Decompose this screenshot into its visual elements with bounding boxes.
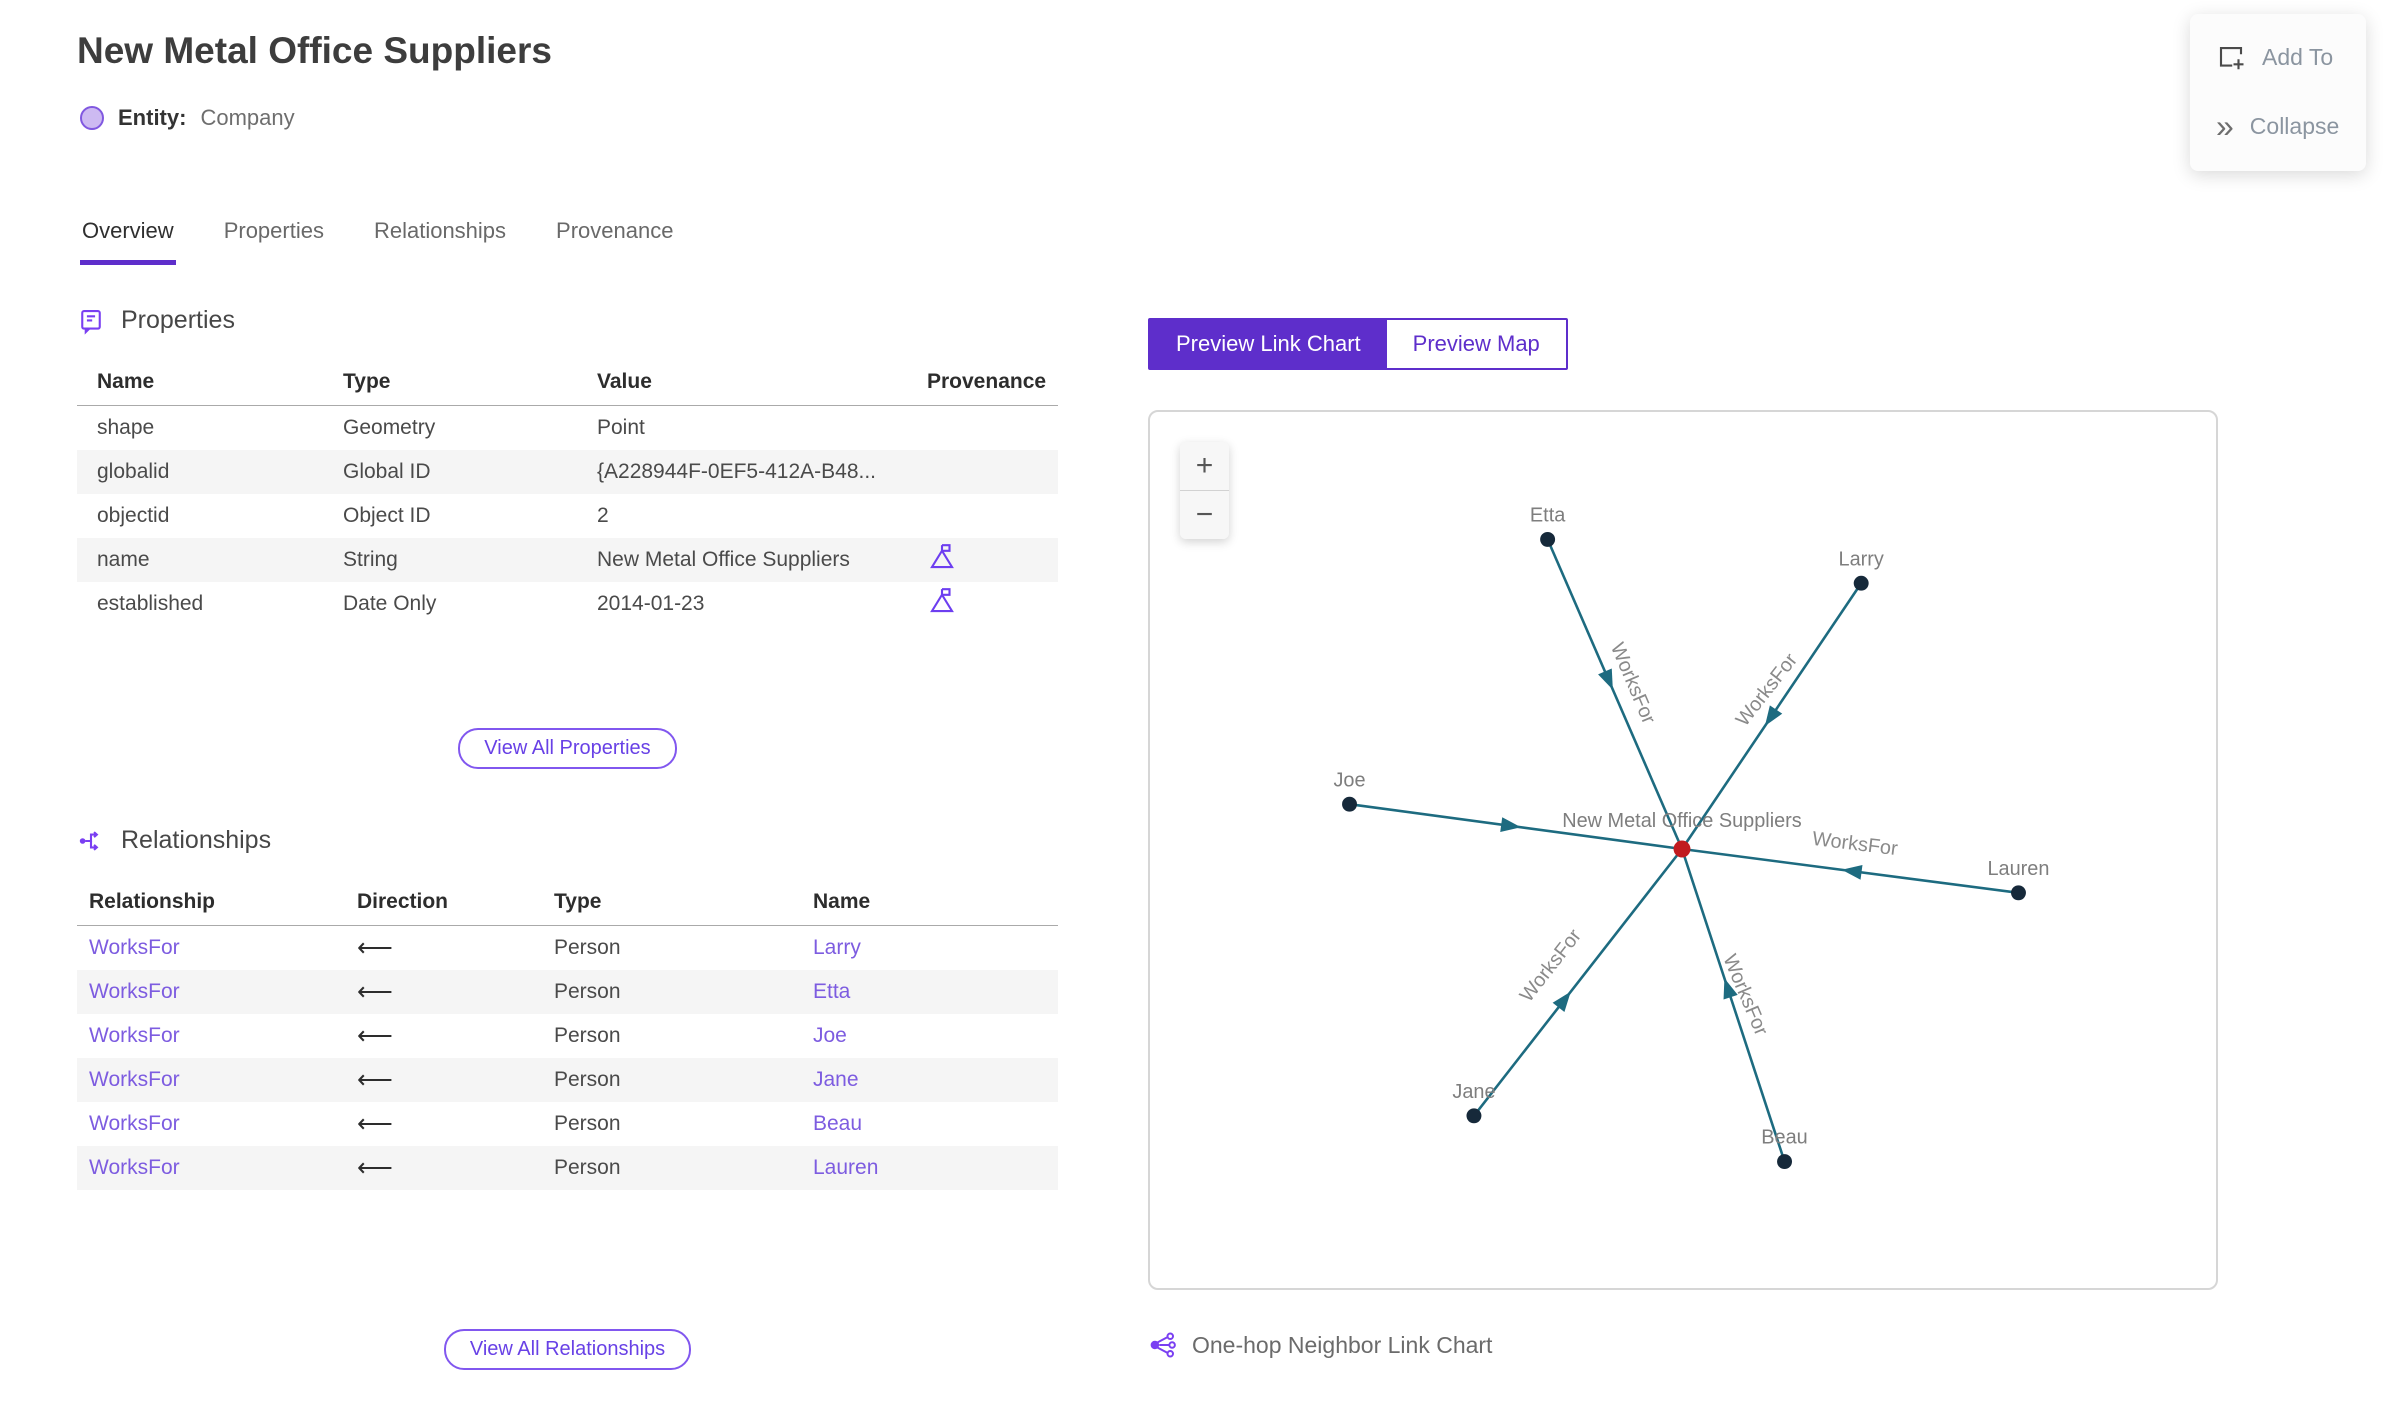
relationship-link[interactable]: WorksFor [89, 1024, 180, 1047]
relationship-link[interactable]: WorksFor [89, 980, 180, 1003]
relationships-table-header: Relationship Direction Type Name [77, 879, 1058, 926]
direction-arrow: ⟵ [357, 978, 393, 1006]
entity-type-row: Entity: Company [80, 105, 295, 131]
chart-caption: One-hop Neighbor Link Chart [1148, 1330, 1492, 1360]
properties-table: Name Type Value Provenance shape Geometr… [77, 359, 1058, 626]
table-row: WorksFor ⟵ Person Jane [77, 1058, 1058, 1102]
page-title: New Metal Office Suppliers [77, 30, 552, 71]
relationships-section-title: Relationships [121, 826, 272, 854]
add-to-button[interactable]: Add To [2190, 43, 2366, 73]
provenance-flag-icon[interactable] [927, 542, 957, 572]
preview-map-button[interactable]: Preview Map [1386, 320, 1566, 368]
collapse-icon: » [2216, 108, 2234, 145]
entity-value: Company [200, 105, 295, 130]
collapse-button[interactable]: » Collapse [2190, 110, 2366, 142]
tab-overview[interactable]: Overview [80, 218, 176, 265]
direction-arrow: ⟵ [357, 1066, 393, 1094]
graph-node[interactable] [1853, 575, 1869, 591]
graph-edge[interactable] [1680, 848, 1786, 1162]
entity-type-dot [80, 106, 104, 130]
preview-toggle: Preview Link Chart Preview Map [1148, 318, 1568, 370]
node-label: Jane [1452, 1081, 1495, 1103]
edge-label: WorksFor [1606, 640, 1660, 728]
link-chart-panel: + − WorksFor WorksFor WorksFor WorksFor Work… [1148, 410, 2218, 1290]
add-to-label: Add To [2262, 44, 2334, 71]
graph-node[interactable] [1777, 1154, 1793, 1170]
relationship-link[interactable]: WorksFor [89, 1156, 180, 1179]
zoom-control: + − [1180, 442, 1229, 539]
entity-label: Entity: [118, 105, 187, 130]
table-row: objectid Object ID 2 [97, 504, 609, 527]
view-all-relationships-button[interactable]: View All Relationships [443, 1329, 692, 1370]
view-all-properties-button[interactable]: View All Properties [458, 728, 677, 769]
edge-arrowhead [1552, 991, 1571, 1012]
entity-name-link[interactable]: Jane [813, 1068, 859, 1091]
relationship-link[interactable]: WorksFor [89, 936, 180, 959]
relationship-link[interactable]: WorksFor [89, 1112, 180, 1135]
relationship-link[interactable]: WorksFor [89, 1068, 180, 1091]
entity-name-link[interactable]: Beau [813, 1112, 863, 1135]
graph-node[interactable] [1342, 796, 1357, 812]
tab-provenance[interactable]: Provenance [556, 218, 674, 243]
center-node[interactable] [1673, 840, 1691, 858]
add-to-icon [2219, 46, 2244, 69]
direction-arrow: ⟵ [357, 1022, 393, 1050]
relationships-icon [79, 830, 99, 851]
table-row: WorksFor ⟵ Person Joe [77, 1014, 1058, 1058]
direction-arrow: ⟵ [357, 1154, 393, 1182]
edge-arrowhead [1723, 978, 1738, 1000]
direction-arrow: ⟵ [357, 934, 393, 962]
entity-name-link[interactable]: Joe [813, 1024, 847, 1047]
table-row: shape Geometry Point [97, 416, 645, 439]
entity-name-link[interactable]: Lauren [813, 1156, 879, 1179]
edge-arrowhead [1598, 668, 1613, 690]
entity-name-link[interactable]: Etta [813, 980, 851, 1003]
graph-edge[interactable] [1546, 538, 1684, 850]
node-label: Larry [1839, 548, 1884, 570]
properties-table-header: Name Type Value Provenance [77, 359, 1058, 406]
table-row: globalid Global ID {A228944F-0EF5-412A-B… [77, 450, 1058, 494]
graph-node[interactable] [1540, 531, 1556, 547]
edge-label: WorksFor [1811, 828, 1899, 860]
provenance-flag-icon[interactable] [927, 586, 957, 616]
direction-arrow: ⟵ [357, 1110, 393, 1138]
collapse-label: Collapse [2249, 112, 2340, 139]
graph-node[interactable] [1466, 1108, 1482, 1124]
graph-edge[interactable] [1472, 848, 1684, 1117]
graph-node[interactable] [2011, 885, 2026, 901]
tab-properties[interactable]: Properties [223, 218, 324, 243]
relationships-table: Relationship Direction Type Name WorksFo… [77, 879, 1058, 1190]
table-row: established Date Only 2014-01-23 [77, 582, 1058, 626]
properties-section: Properties Name Type Value Provenance sh… [77, 306, 1058, 769]
edge-arrowhead [1764, 705, 1783, 727]
node-label: Beau [1761, 1127, 1807, 1149]
table-row: WorksFor ⟵ Person Etta [77, 970, 1058, 1014]
properties-icon [81, 309, 101, 335]
properties-section-title: Properties [121, 306, 235, 334]
edge-arrowhead [1841, 864, 1863, 880]
table-row: name String New Metal Office Suppliers [77, 538, 1058, 582]
table-row: WorksFor ⟵ Person Beau [77, 1102, 1058, 1146]
edge-label: WorksFor [1516, 925, 1586, 1006]
node-label: Joe [1333, 769, 1365, 791]
node-label: Lauren [1987, 858, 2049, 880]
tab-relationships[interactable]: Relationships [373, 218, 507, 243]
relationships-section: Relationships Relationship Direction Typ… [77, 826, 1058, 1370]
chart-caption-label: One-hop Neighbor Link Chart [1192, 1331, 1493, 1358]
one-hop-link-chart-icon [1150, 1332, 1176, 1358]
preview-link-chart-button[interactable]: Preview Link Chart [1150, 320, 1387, 368]
table-row: WorksFor ⟵ Person Lauren [77, 1146, 1058, 1190]
node-label: New Metal Office Suppliers [1562, 810, 1802, 832]
edge-arrowhead [1500, 817, 1521, 833]
zoom-in-button[interactable]: + [1180, 442, 1229, 490]
table-row: WorksFor ⟵ Person Larry [77, 926, 1058, 970]
node-label: Etta [1530, 505, 1566, 527]
entity-name-link[interactable]: Larry [813, 936, 861, 959]
zoom-out-button[interactable]: − [1180, 491, 1229, 539]
actions-panel: Add To » Collapse [2190, 14, 2366, 171]
tab-bar: Overview Properties Relationships Proven… [80, 218, 675, 265]
